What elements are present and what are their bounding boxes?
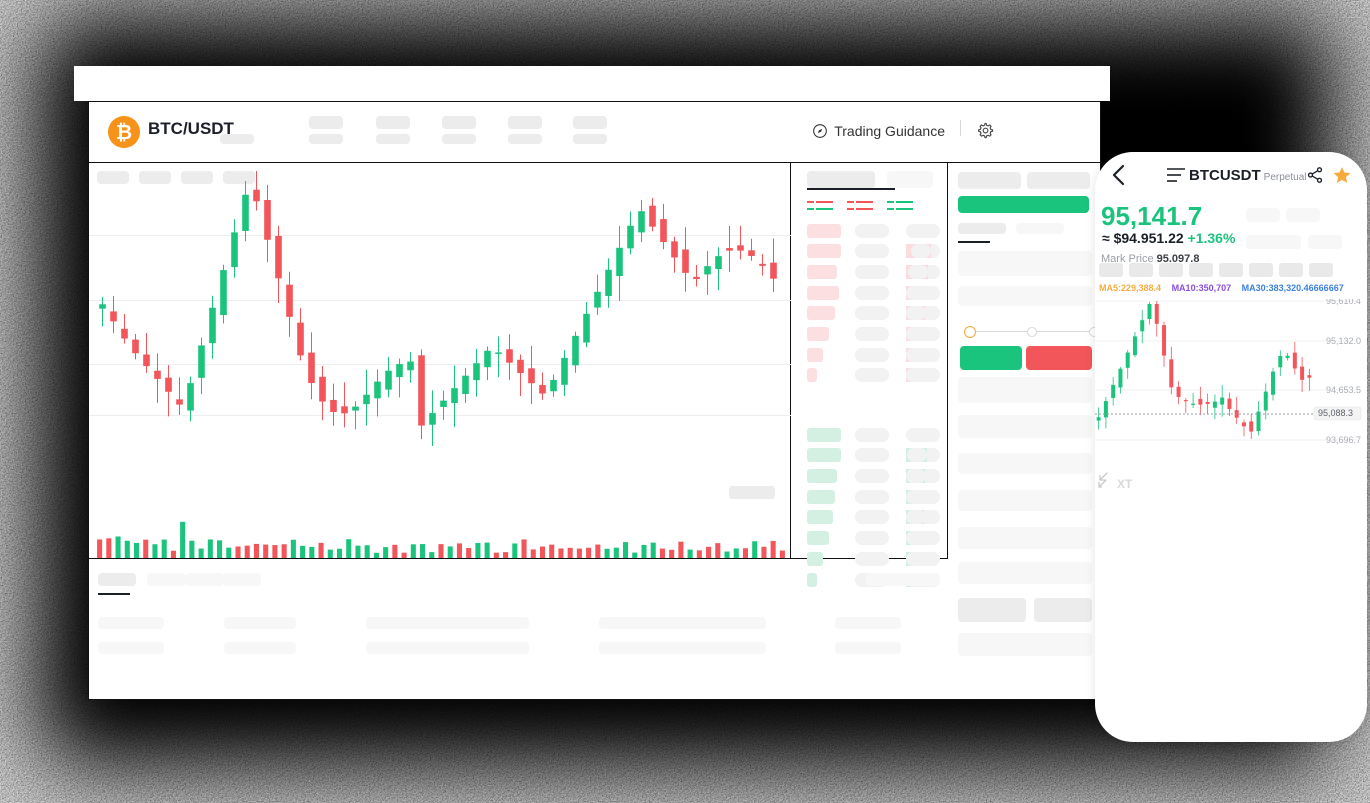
svg-text:95,132.0: 95,132.0 bbox=[1326, 336, 1361, 346]
svg-text:XT: XT bbox=[1117, 477, 1133, 491]
svg-text:93,696.7: 93,696.7 bbox=[1326, 435, 1361, 445]
svg-text:95,610.4: 95,610.4 bbox=[1326, 299, 1361, 306]
svg-text:94,653.5: 94,653.5 bbox=[1326, 385, 1361, 395]
svg-text:₿: ₿ bbox=[116, 122, 132, 144]
svg-text:95,088.3: 95,088.3 bbox=[1318, 408, 1353, 418]
